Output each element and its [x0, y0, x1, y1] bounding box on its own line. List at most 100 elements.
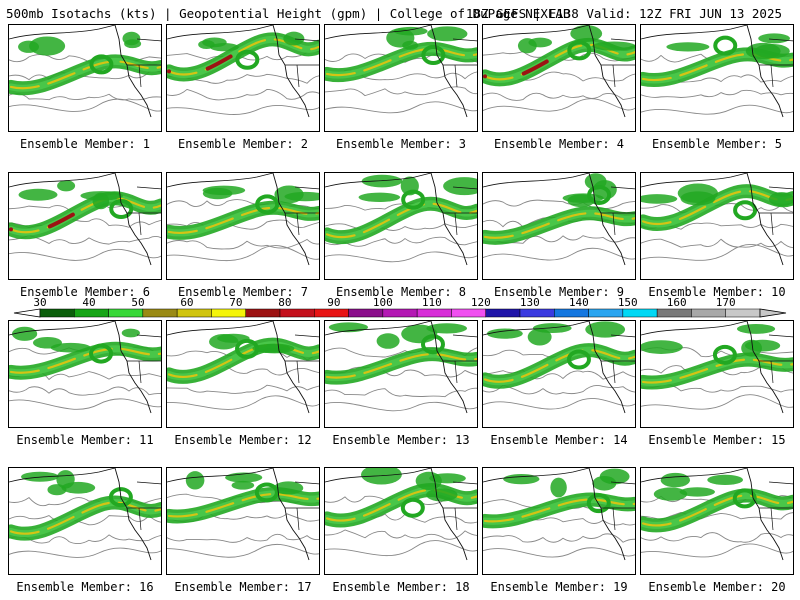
ensemble-member-label: Ensemble Member: 4	[493, 137, 625, 151]
isotach-blob	[427, 26, 468, 42]
colorbar-swatch	[588, 308, 624, 318]
ensemble-panel: Ensemble Member: 2	[166, 24, 320, 151]
isotach-blob	[426, 488, 458, 502]
height-contour	[167, 544, 319, 558]
isotach-blob	[12, 326, 38, 341]
colorbar-tick-label: 110	[422, 296, 442, 309]
colorbar-swatch	[245, 308, 281, 318]
coastline	[483, 173, 590, 188]
height-contour	[325, 101, 477, 114]
coastline	[325, 173, 432, 188]
ensemble-map	[166, 467, 320, 575]
isotach-blob	[550, 477, 567, 498]
isotach-blob	[666, 42, 710, 52]
colorbar-min-arrow	[13, 308, 41, 318]
colorbar-tick-label: 100	[373, 296, 393, 309]
political-borders	[127, 481, 161, 531]
isotach-blob	[486, 328, 523, 339]
colorbar-max-arrow	[759, 308, 787, 318]
closed-low-isotachs	[235, 49, 260, 70]
height-contour	[167, 199, 319, 210]
ensemble-panel: Ensemble Member: 20	[640, 467, 794, 594]
coastline	[483, 468, 590, 483]
ensemble-map	[324, 172, 478, 280]
isotach-blob	[443, 177, 477, 196]
isotach-blob	[707, 474, 744, 486]
colorbar-swatch	[691, 308, 726, 318]
height-contour	[167, 105, 319, 115]
height-contour	[167, 384, 319, 394]
colorbar-swatch	[211, 308, 246, 318]
ensemble-panel: Ensemble Member: 12	[166, 320, 320, 447]
height-contour	[483, 533, 635, 543]
height-contour	[325, 251, 477, 263]
ensemble-map	[482, 467, 636, 575]
ensemble-map	[640, 24, 794, 132]
height-contour	[641, 244, 793, 261]
coastline	[9, 468, 116, 483]
colorbar-swatch	[382, 308, 418, 318]
isotach-blob	[503, 473, 540, 485]
colorbar-scale: 30 40 50 60 70 80 90 100 110 120 130 140 150 160 170	[13, 296, 787, 318]
map-canvas	[167, 321, 319, 414]
closed-low-isotachs	[421, 45, 446, 66]
coastline	[325, 321, 432, 336]
isotach-blob	[209, 43, 239, 52]
product-title: 500mb Isotachs (kts) | Geopotential Heig…	[6, 6, 571, 21]
political-borders	[601, 38, 635, 88]
height-contour	[325, 236, 477, 247]
ensemble-map	[8, 467, 162, 575]
colorbar-tick-label: 150	[618, 296, 638, 309]
colorbar-tick-label: 80	[278, 296, 291, 309]
isotach-blob	[736, 323, 776, 334]
ensemble-panel: Ensemble Member: 15	[640, 320, 794, 447]
ensemble-member-label: Ensemble Member: 16	[16, 580, 154, 594]
height-contour	[325, 366, 477, 378]
coastline	[167, 25, 274, 40]
colorbar-tick-label: 90	[327, 296, 340, 309]
colorbar-swatch	[451, 308, 486, 318]
height-contour	[9, 547, 161, 558]
isotach-blob	[284, 191, 319, 202]
ensemble-member-label: Ensemble Member: 8	[335, 285, 467, 299]
ensemble-map	[8, 172, 162, 280]
closed-low-isotachs	[401, 189, 426, 210]
ensemble-panel: Ensemble Member: 10	[640, 172, 794, 299]
ensemble-map	[482, 172, 636, 280]
ensemble-map	[324, 320, 478, 428]
jet-core	[641, 494, 793, 527]
ensemble-member-label: Ensemble Member: 1	[19, 137, 151, 151]
height-contour	[483, 98, 635, 112]
ensemble-panel: Ensemble Member: 8	[324, 172, 478, 299]
colorbar-tick-label: 120	[471, 296, 491, 309]
ensemble-panel: Ensemble Member: 13	[324, 320, 478, 447]
political-borders	[127, 334, 161, 384]
isotach-blob	[124, 39, 142, 49]
ensemble-panel: Ensemble Member: 17	[166, 467, 320, 594]
ensemble-panel: Ensemble Member: 16	[8, 467, 162, 594]
height-contour	[167, 238, 319, 250]
height-contour	[325, 86, 477, 97]
colorbar-swatch	[108, 308, 144, 318]
height-contour	[9, 98, 161, 112]
height-contour	[167, 395, 319, 410]
colorbar-tick-label: 170	[716, 296, 736, 309]
closed-low-isotachs	[255, 194, 280, 215]
ensemble-map	[166, 24, 320, 132]
colorbar-tick-label: 40	[82, 296, 95, 309]
map-canvas	[9, 468, 161, 561]
political-borders	[601, 334, 635, 384]
closed-low-isotachs	[567, 40, 592, 61]
colorbar-swatch	[622, 308, 658, 318]
isotach-blob	[358, 192, 401, 203]
coastline	[114, 173, 152, 266]
colorbar-swatch	[348, 308, 384, 318]
map-canvas	[641, 173, 793, 266]
colorbar-tick-label: 60	[180, 296, 193, 309]
colorbar-swatch	[314, 308, 349, 318]
colorbar-tick-label: 160	[667, 296, 687, 309]
map-canvas	[167, 173, 319, 266]
closed-low-isotachs	[732, 488, 757, 509]
isotach-blob	[592, 41, 635, 51]
political-borders	[759, 334, 793, 384]
